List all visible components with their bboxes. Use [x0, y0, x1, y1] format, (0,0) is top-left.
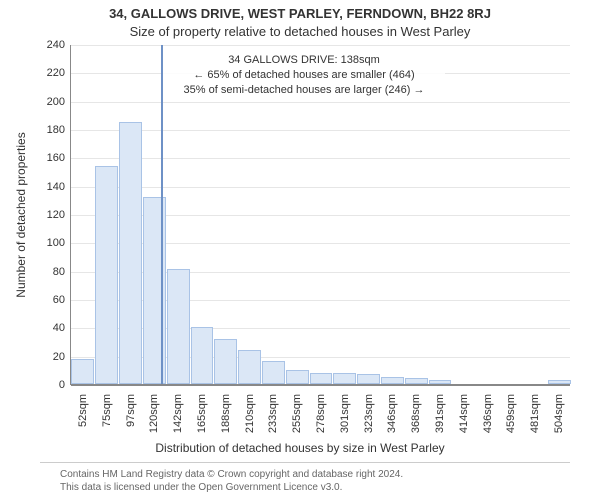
x-tick-label: 504sqm	[553, 390, 565, 433]
histogram-bar	[357, 374, 380, 384]
chart-title-address: 34, GALLOWS DRIVE, WEST PARLEY, FERNDOWN…	[0, 6, 600, 21]
y-tick-label: 140	[47, 181, 71, 193]
annotation-box: 34 GALLOWS DRIVE: 138sqm ← 65% of detach…	[163, 51, 445, 100]
y-tick-label: 40	[53, 322, 71, 334]
x-tick-label: 142sqm	[172, 390, 184, 433]
x-tick-label: 278sqm	[315, 390, 327, 433]
footer-line1: Contains HM Land Registry data © Crown c…	[60, 468, 403, 481]
histogram-bar	[119, 122, 142, 384]
annotation-smaller: ← 65% of detached houses are smaller (46…	[169, 68, 439, 83]
histogram-bar	[310, 373, 333, 384]
histogram-bar	[262, 361, 285, 384]
histogram-bar	[214, 339, 237, 384]
x-tick-label: 391sqm	[434, 390, 446, 433]
x-tick-label: 188sqm	[220, 390, 232, 433]
x-tick-label: 368sqm	[410, 390, 422, 433]
histogram-bar	[429, 380, 452, 384]
x-tick-label: 436sqm	[482, 390, 494, 433]
plot-area: 02040608010012014016018020022024052sqm75…	[70, 45, 570, 385]
histogram-bar	[71, 359, 94, 385]
x-tick-label: 97sqm	[125, 390, 137, 427]
y-tick-label: 20	[53, 351, 71, 363]
y-tick-label: 180	[47, 124, 71, 136]
gridline	[71, 187, 570, 188]
y-tick-label: 200	[47, 96, 71, 108]
x-tick-label: 346sqm	[386, 390, 398, 433]
x-tick-label: 210sqm	[244, 390, 256, 433]
x-tick-label: 120sqm	[148, 390, 160, 433]
x-tick-label: 52sqm	[77, 390, 89, 427]
footer-attribution: Contains HM Land Registry data © Crown c…	[60, 468, 403, 494]
x-tick-label: 414sqm	[458, 390, 470, 433]
chart-container: { "titles": { "line1": "34, GALLOWS DRIV…	[0, 0, 600, 500]
x-tick-label: 75sqm	[101, 390, 113, 427]
x-tick-label: 459sqm	[505, 390, 517, 433]
x-tick-label: 323sqm	[363, 390, 375, 433]
y-tick-label: 120	[47, 209, 71, 221]
histogram-bar	[333, 373, 356, 384]
y-tick-label: 240	[47, 39, 71, 51]
footer-divider	[40, 462, 570, 463]
x-tick-label: 301sqm	[339, 390, 351, 433]
y-axis-label: Number of detached properties	[14, 132, 28, 297]
y-tick-label: 100	[47, 237, 71, 249]
y-tick-label: 160	[47, 152, 71, 164]
histogram-bar	[548, 380, 571, 384]
x-tick-label: 481sqm	[529, 390, 541, 433]
chart-subtitle: Size of property relative to detached ho…	[0, 24, 600, 39]
histogram-bar	[405, 378, 428, 384]
annotation-larger: 35% of semi-detached houses are larger (…	[169, 83, 439, 98]
histogram-bar	[286, 370, 309, 384]
x-axis-label: Distribution of detached houses by size …	[0, 441, 600, 455]
histogram-bar	[95, 166, 118, 384]
gridline	[71, 385, 570, 386]
y-tick-label: 60	[53, 294, 71, 306]
histogram-bar	[191, 327, 214, 384]
annotation-title: 34 GALLOWS DRIVE: 138sqm	[169, 53, 439, 68]
gridline	[71, 45, 570, 46]
footer-line2: This data is licensed under the Open Gov…	[60, 481, 403, 494]
gridline	[71, 102, 570, 103]
x-tick-label: 233sqm	[267, 390, 279, 433]
histogram-bar	[381, 377, 404, 384]
gridline	[71, 158, 570, 159]
x-tick-label: 255sqm	[291, 390, 303, 433]
histogram-bar	[167, 269, 190, 384]
y-tick-label: 220	[47, 67, 71, 79]
y-tick-label: 80	[53, 266, 71, 278]
gridline	[71, 130, 570, 131]
y-tick-label: 0	[59, 379, 71, 391]
histogram-bar	[238, 350, 261, 384]
x-tick-label: 165sqm	[196, 390, 208, 433]
